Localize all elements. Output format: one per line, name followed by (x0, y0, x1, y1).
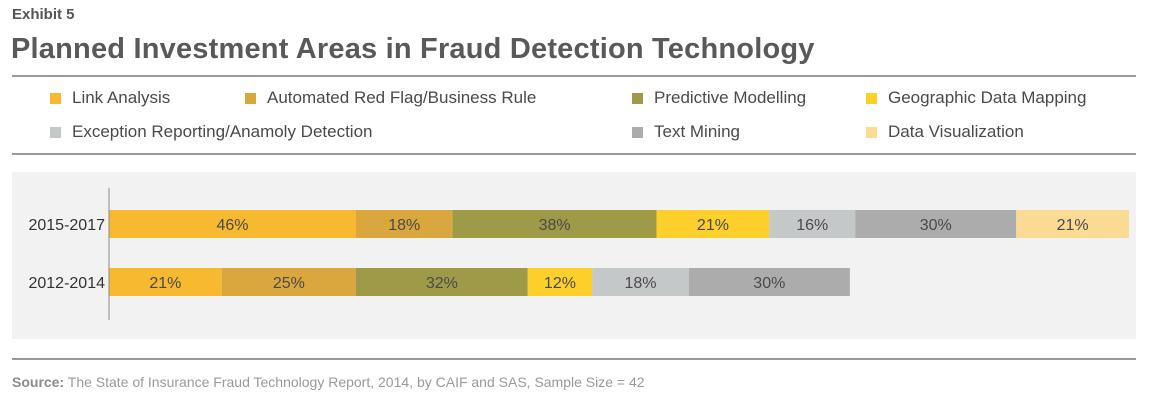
legend-label: Predictive Modelling (654, 88, 807, 107)
data-label-2015-2017-text-mining: 30% (920, 217, 952, 234)
category-label-2015-2017: 2015-2017 (28, 217, 105, 234)
legend-label: Data Visualization (888, 122, 1024, 141)
legend-divider (12, 153, 1136, 155)
legend-item-link-analysis: Link Analysis (50, 88, 170, 108)
legend-label: Text Mining (654, 122, 740, 141)
data-label-2015-2017-data-visualization: 21% (1057, 217, 1089, 234)
bar-2012-2014-link-analysis (109, 268, 222, 296)
legend-label: Geographic Data Mapping (888, 88, 1087, 107)
bar-2015-2017-automated-red-flag-business-rule (355, 210, 453, 238)
legend-item-data-visualization: Data Visualization (866, 122, 1024, 142)
category-label-2012-2014: 2012-2014 (28, 275, 105, 292)
source-divider (12, 358, 1136, 360)
legend-label: Link Analysis (72, 88, 171, 107)
data-label-2012-2014-automated-red-flag-business-rule: 25% (273, 275, 305, 292)
legend-swatch (866, 126, 877, 138)
source-text: The State of Insurance Fraud Technology … (64, 374, 645, 390)
plot-area: 2015-2017 46% 18% 38% 21% 16% 30% 21% 2012-2014 2… (12, 172, 1136, 339)
data-label-2012-2014-link-analysis: 21% (149, 275, 181, 292)
stacked-bar-chart: 2015-2017 46% 18% 38% 21% 16% 30% 21% 2012-2014 2… (28, 188, 1129, 320)
data-label-2015-2017-link-analysis: 46% (216, 217, 248, 234)
legend-item-exception-reporting-anamoly-detection: Exception Reporting/Anamoly Detection (50, 122, 373, 142)
data-label-2015-2017-exception-reporting-anamoly-detection: 16% (796, 217, 828, 234)
bar-2015-2017-predictive-modelling (452, 210, 657, 238)
bar-2012-2014-text-mining (688, 268, 850, 296)
legend-swatch (632, 92, 643, 104)
bar-2015-2017-exception-reporting-anamoly-detection (769, 210, 856, 238)
bar-2015-2017-geographic-data-mapping (656, 210, 770, 238)
legend-item-predictive-modelling: Predictive Modelling (632, 88, 806, 108)
chart-title: Planned Investment Areas in Fraud Detect… (11, 33, 815, 65)
bar-2012-2014-automated-red-flag-business-rule (221, 268, 356, 296)
data-label-2015-2017-geographic-data-mapping: 21% (697, 217, 729, 234)
legend: Link Analysis Automated Red Flag/Business… (12, 80, 1136, 150)
legend-swatch (866, 92, 877, 104)
data-label-2012-2014-text-mining: 30% (753, 275, 785, 292)
exhibit-label: Exhibit 5 (12, 6, 75, 23)
bar-2015-2017-text-mining (855, 210, 1017, 238)
bar-2012-2014-predictive-modelling (355, 268, 528, 296)
bar-2015-2017-link-analysis (109, 210, 356, 238)
data-label-2012-2014-geographic-data-mapping: 12% (544, 275, 576, 292)
legend-swatch (50, 92, 61, 104)
legend-swatch (632, 126, 643, 138)
legend-swatch (245, 92, 256, 104)
title-divider (12, 75, 1136, 77)
legend-label: Exception Reporting/Anamoly Detection (72, 122, 373, 141)
legend-item-text-mining: Text Mining (632, 122, 740, 142)
bar-2012-2014-exception-reporting-anamoly-detection (592, 268, 689, 296)
data-label-2012-2014-predictive-modelling: 32% (426, 275, 458, 292)
legend-swatch (50, 126, 61, 138)
legend-item-geographic-data-mapping: Geographic Data Mapping (866, 88, 1086, 108)
legend-item-automated-red-flag-business-rule: Automated Red Flag/Business Rule (245, 88, 536, 108)
legend-label: Automated Red Flag/Business Rule (267, 88, 537, 107)
source-note: Source: The State of Insurance Fraud Tec… (12, 374, 645, 390)
bar-2015-2017-data-visualization (1016, 210, 1129, 238)
data-label-2015-2017-automated-red-flag-business-rule: 18% (388, 217, 420, 234)
data-label-2012-2014-exception-reporting-anamoly-detection: 18% (624, 275, 656, 292)
bar-2012-2014-geographic-data-mapping (527, 268, 593, 296)
source-label: Source: (12, 374, 65, 390)
data-label-2015-2017-predictive-modelling: 38% (539, 217, 571, 234)
